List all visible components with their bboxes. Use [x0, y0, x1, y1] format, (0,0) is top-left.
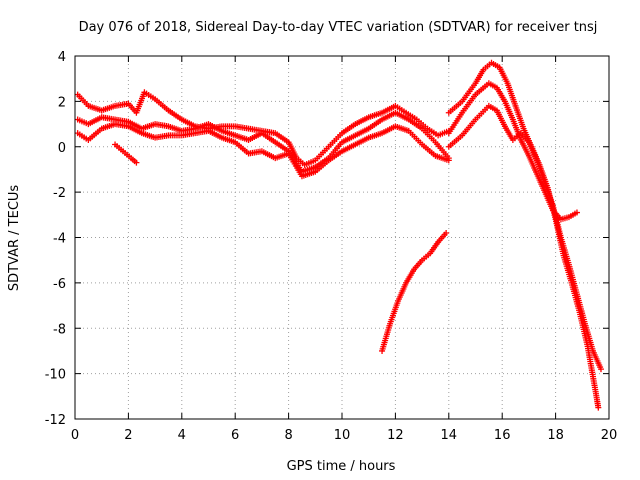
grid [75, 56, 609, 419]
y-tick-label: 2 [58, 95, 66, 110]
series-trace-c [74, 121, 452, 180]
y-tick-label: -10 [45, 368, 66, 383]
x-axis-label: GPS time / hours [287, 459, 396, 474]
y-tick-label: -8 [53, 322, 66, 337]
x-tick-label: 12 [387, 428, 404, 443]
y-tick-label: 0 [58, 141, 66, 156]
data-point [595, 404, 602, 411]
data-point [443, 229, 450, 236]
x-tick-label: 2 [124, 428, 132, 443]
x-tick-label: 16 [494, 428, 511, 443]
x-tick-label: 10 [334, 428, 351, 443]
data-point [573, 209, 580, 216]
data-point [445, 157, 452, 164]
data-point [597, 366, 604, 373]
y-tick-label: -4 [53, 232, 66, 247]
plot-area [74, 59, 604, 411]
x-tick-label: 0 [71, 428, 79, 443]
x-tick-label: 4 [178, 428, 186, 443]
y-tick-label: -6 [53, 277, 66, 292]
x-tick-label: 14 [441, 428, 458, 443]
series-trace-f [445, 59, 602, 411]
x-tick-label: 8 [284, 428, 292, 443]
series-trace-a [74, 89, 452, 168]
data-point [133, 159, 140, 166]
y-tick-label: -12 [45, 413, 66, 428]
x-tick-label: 20 [601, 428, 618, 443]
series-trace-d [112, 141, 140, 166]
y-tick-label: 4 [58, 50, 66, 65]
series-trace-e [379, 229, 450, 354]
x-tick-label: 6 [231, 428, 239, 443]
y-tick-label: -2 [53, 186, 66, 201]
plot-frame [74, 55, 610, 420]
chart-title: Day 076 of 2018, Sidereal Day-to-day VTE… [79, 20, 598, 35]
series-trace-h [445, 102, 604, 373]
x-tick-label: 18 [547, 428, 564, 443]
y-axis-label: SDTVAR / TECUs [7, 185, 22, 292]
